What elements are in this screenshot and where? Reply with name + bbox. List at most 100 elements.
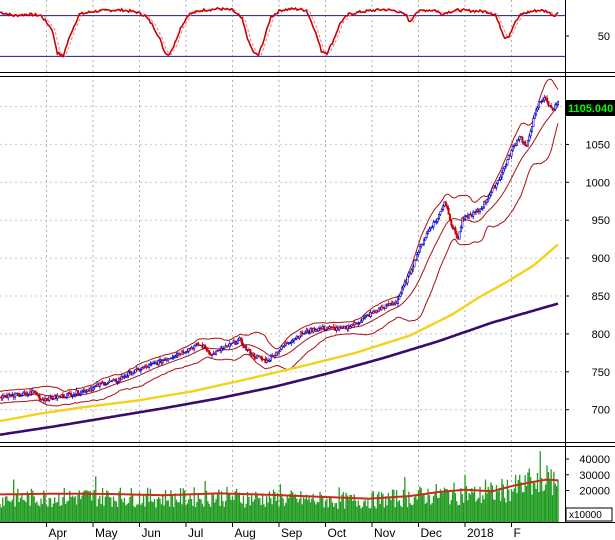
price-panel (0, 76, 565, 442)
candle-body (74, 393, 77, 396)
candle-body (495, 183, 498, 188)
candle-body (273, 354, 276, 358)
candle-body (454, 227, 457, 234)
candle-body (402, 285, 405, 289)
candle-body (417, 251, 420, 255)
bollinger-upper (0, 78, 559, 393)
axis-tick-label: 40000 (579, 454, 610, 466)
candle-body (231, 342, 234, 344)
candle-body (412, 266, 415, 271)
candle-body (124, 376, 127, 378)
candle-body (78, 393, 81, 396)
candle-body (496, 180, 499, 184)
candle-body (220, 348, 223, 351)
candle-body (418, 245, 421, 253)
candle-body (241, 339, 244, 345)
candle-body (70, 393, 73, 397)
candle-body (268, 360, 271, 362)
candle-body (102, 381, 105, 386)
candle-body (436, 218, 439, 222)
candle-body (487, 197, 490, 200)
candle-body (500, 172, 503, 178)
candle-body (127, 371, 130, 376)
candle-body (552, 108, 555, 111)
candle-body (38, 395, 41, 400)
candle-body (49, 395, 52, 398)
candle-body (45, 398, 48, 400)
last-price-label: 1105.040 (568, 103, 613, 115)
candle-body (98, 382, 101, 387)
candle-body (161, 360, 164, 363)
month-label: Oct (328, 526, 347, 540)
axis-tick-label: 950 (592, 215, 610, 227)
candle-body (361, 318, 364, 322)
ma_purple-line (0, 302, 559, 436)
candle-body (131, 372, 134, 376)
candle-body (148, 364, 151, 368)
candle-body (275, 351, 278, 356)
axis-tick-label: 800 (592, 329, 610, 341)
candle-body (407, 272, 410, 277)
volume-layer (0, 451, 559, 522)
candle-body (524, 141, 527, 146)
candle-body (324, 329, 327, 331)
candle-body (463, 215, 466, 220)
candle-body (249, 349, 252, 355)
candle-body (413, 259, 416, 268)
candle-body (216, 350, 219, 352)
candle-body (550, 105, 553, 109)
candle-body (354, 321, 357, 324)
candle-body (76, 390, 79, 395)
month-label: Jun (142, 526, 161, 540)
candle-body (517, 139, 520, 141)
candle-body (116, 381, 119, 383)
candle-body (31, 390, 34, 395)
candle-body (480, 208, 483, 210)
candle-body (554, 104, 557, 110)
candle-body (536, 107, 539, 111)
candle-body (253, 353, 256, 358)
candle-body (450, 220, 453, 226)
candle-body (364, 315, 367, 318)
indicator-line (0, 6, 559, 59)
candle-body (555, 104, 558, 106)
candle-body (459, 227, 462, 233)
candle-body (503, 166, 506, 170)
candle-body (269, 355, 272, 361)
candle-body (432, 221, 435, 228)
candle-body (317, 328, 320, 332)
candle-body (406, 275, 409, 284)
candle-body (280, 345, 283, 350)
candle-body (488, 194, 491, 199)
candle-body (515, 139, 518, 146)
candle-body (521, 136, 524, 143)
candle-body (298, 335, 301, 339)
candle-body (532, 117, 535, 127)
candle-body (428, 228, 431, 232)
candle-body (421, 243, 424, 246)
candle-body (448, 213, 451, 221)
candle-body (499, 176, 502, 180)
candle-body (228, 343, 231, 347)
candle-body (399, 292, 402, 297)
candle-body (510, 150, 513, 157)
candle-body (442, 205, 445, 210)
candle-body (52, 398, 55, 400)
candle-body (81, 390, 84, 394)
candle-body (531, 126, 534, 132)
candle-body (18, 392, 21, 397)
candle-body (507, 155, 510, 160)
candle-body (535, 109, 538, 115)
candle-body (537, 101, 540, 108)
candle-body (290, 341, 293, 344)
candle-body (481, 206, 484, 209)
candle-body (139, 369, 142, 372)
candle-body (221, 348, 224, 350)
candle-body (479, 208, 482, 213)
candle-body (451, 225, 454, 229)
candle-body (256, 355, 259, 359)
month-label: Dec (421, 526, 442, 540)
candle-body (111, 380, 114, 382)
volume-unit-tag: x10000 (565, 507, 613, 522)
